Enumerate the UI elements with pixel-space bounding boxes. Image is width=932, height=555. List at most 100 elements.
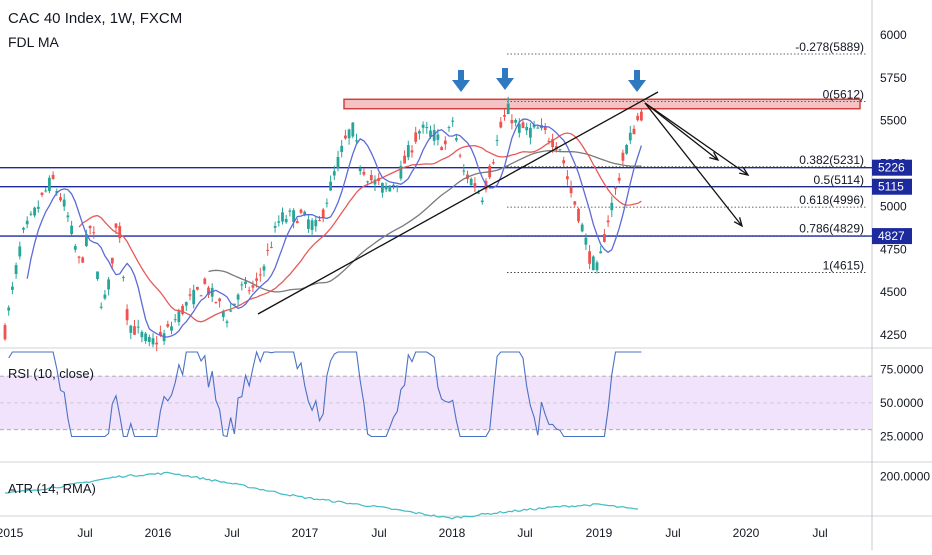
candle-body [140,331,144,338]
candle-body [440,147,443,151]
candle-body [469,178,473,186]
candle-body [558,149,562,151]
candle-body [258,274,262,276]
candle-body [229,310,233,312]
candle-body [388,185,392,192]
candle-body [566,176,569,180]
time-tick-label: Jul [517,526,532,540]
candle-body [151,338,155,345]
candle-body [480,200,484,203]
time-tick-label: 2015 [0,526,24,540]
candle-body [177,310,181,323]
candle-body [477,192,480,194]
candle-body [99,306,103,308]
candle-body [125,309,129,321]
candle-body [603,234,606,242]
candle-body [384,186,388,190]
candle-body [432,130,436,141]
candle-body [122,276,125,278]
candle-body [636,115,640,121]
candle-body [473,183,477,188]
candle-body [510,120,514,124]
candle-body [218,298,221,302]
candle-body [40,192,44,195]
candle-body [569,187,573,194]
candle-body [514,120,517,123]
fib-level-label: 0(5612) [823,88,864,102]
time-tick-label: 2020 [733,526,760,540]
atr-line [4,471,639,520]
candle-body [621,152,625,161]
candle-body [532,124,536,128]
candle-body [399,165,403,179]
candle-body [503,115,506,117]
candle-body [288,210,292,212]
candle-body [573,201,577,205]
time-tick-label: Jul [224,526,239,540]
candle-body [48,177,51,191]
candle-body [436,134,440,140]
candle-body [580,224,584,232]
candle-body [118,226,122,239]
candle-body [562,160,566,164]
price-tick-label: 5750 [880,71,907,85]
chart-title: CAC 40 Index, 1W, FXCM [8,10,183,27]
candle-body [292,210,295,223]
candle-body [458,155,462,157]
candle-body [303,211,307,216]
candle-body [614,187,617,189]
candle-body [33,207,36,216]
candle-body [136,326,140,328]
candle-body [22,227,25,230]
candle-body [70,225,73,235]
price-tag-label: 4827 [878,229,905,243]
candle-body [506,103,510,115]
candle-body [418,131,421,134]
candle-body [73,246,77,250]
candle-body [318,220,321,222]
candle-body [358,168,362,172]
candle-body [18,246,22,257]
trend-line [257,91,659,315]
candle-body [447,127,451,129]
candle-body [59,197,62,201]
projection-arrow [644,102,749,176]
candle-body [492,162,495,164]
time-tick-label: Jul [77,526,92,540]
candle-body [584,237,588,245]
candle-body [14,265,18,274]
candle-body [551,139,554,148]
projection-arrowhead [733,217,744,228]
rsi-line [8,350,642,438]
price-tag-label: 5115 [878,180,904,194]
candle-body [529,127,532,138]
candle-body [451,120,455,122]
ma-fast-line [26,118,643,338]
candle-body [66,215,70,218]
candle-body [499,121,503,128]
candle-body [525,126,529,131]
candle-body [181,305,184,314]
candle-body [355,140,358,142]
candle-body [62,199,66,207]
candle-body [244,281,247,285]
down-arrow-icon [452,70,470,92]
resistance-zone [343,98,861,110]
candle-body [251,285,255,288]
fib-level-label: 0.618(4996) [799,193,864,207]
candle-body [88,226,92,229]
candle-body [184,302,188,306]
candle-body [325,202,329,204]
candle-body [236,294,240,300]
candle-body [314,220,318,227]
time-tick-label: 2016 [145,526,172,540]
candle-body [414,132,418,142]
candle-body [443,140,447,145]
candle-body [3,325,7,340]
candle-body [273,226,277,228]
candle-body [599,251,603,254]
candle-body [310,220,314,230]
price-tick-label: 4750 [880,242,907,256]
candle-body [307,219,310,229]
